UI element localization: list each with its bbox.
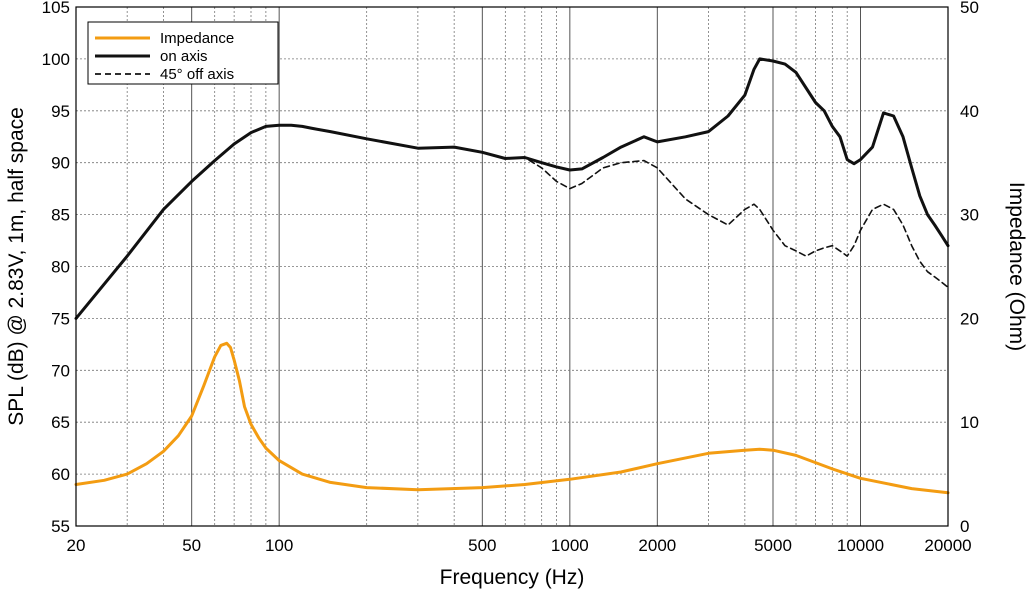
y-right-tick-label: 40 xyxy=(960,102,979,121)
y-left-tick-label: 85 xyxy=(51,206,70,225)
y-left-tick-label: 95 xyxy=(51,102,70,121)
legend: Impedance on axis 45° off axis xyxy=(87,21,279,85)
y-right-tick-label: 30 xyxy=(960,206,979,225)
y-left-tick-label: 100 xyxy=(42,50,70,69)
y-left-tick-label: 105 xyxy=(42,0,70,17)
y-right-tick-label: 10 xyxy=(960,413,979,432)
legend-label-off-axis: 45° off axis xyxy=(160,66,234,83)
series-line-impedance xyxy=(74,341,950,495)
y-left-tick-label: 90 xyxy=(51,154,70,173)
legend-label-impedance: Impedance xyxy=(160,30,234,47)
tick-labels: 20 50 100 500 1000 2000 5000 10000 2000055606570… xyxy=(42,0,979,555)
y-left-tick-label: 70 xyxy=(51,361,70,380)
y-right-tick-label: 20 xyxy=(960,309,979,328)
y-right-tick-label: 0 xyxy=(960,517,969,536)
x-tick-label: 2000 xyxy=(638,536,676,555)
x-tick-label: 5000 xyxy=(754,536,792,555)
series-line-on-axis xyxy=(74,57,950,320)
y-left-tick-label: 75 xyxy=(51,309,70,328)
y-axis-left-label: SPL (dB) @ 2.83V, 1m, half space xyxy=(5,107,28,426)
x-tick-label: 100 xyxy=(265,536,293,555)
x-tick-label: 500 xyxy=(468,536,496,555)
x-tick-label: 50 xyxy=(182,536,201,555)
y-left-tick-label: 65 xyxy=(51,413,70,432)
x-tick-label: 10000 xyxy=(837,536,884,555)
plot-frame xyxy=(75,6,949,527)
series-layer xyxy=(74,57,950,495)
x-axis-label: Frequency (Hz) xyxy=(440,566,585,589)
x-tick-label: 1000 xyxy=(551,536,589,555)
y-axis-right-label: Impedance (Ohm) xyxy=(1005,182,1028,351)
x-tick-label: 20 xyxy=(67,536,86,555)
y-left-tick-label: 80 xyxy=(51,258,70,277)
legend-label-on-axis: on axis xyxy=(160,48,208,65)
x-tick-label: 20000 xyxy=(924,536,971,555)
grid xyxy=(76,7,948,526)
y-right-tick-label: 50 xyxy=(960,0,979,17)
y-left-tick-label: 60 xyxy=(51,465,70,484)
y-left-tick-label: 55 xyxy=(51,517,70,536)
